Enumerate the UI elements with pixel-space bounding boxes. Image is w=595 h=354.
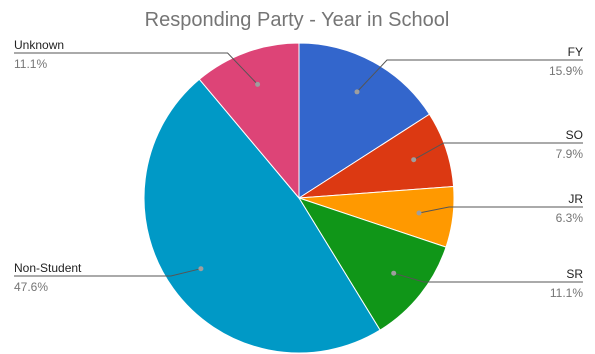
- slice-percent-sr: 11.1%: [550, 286, 583, 300]
- pie-slice-fy: [298, 42, 431, 199]
- slice-label-non-student: Non-Student: [14, 261, 82, 275]
- slice-label-so: SO: [566, 128, 583, 142]
- slice-percent-unknown: 11.1%: [14, 57, 47, 71]
- chart-title: Responding Party - Year in School: [145, 9, 450, 31]
- slice-label-unknown: Unknown: [14, 38, 64, 52]
- slice-percent-jr: 6.3%: [556, 211, 584, 225]
- leader-line-unknown: [14, 52, 258, 85]
- leader-line-fy: [356, 59, 583, 93]
- slice-percent-non-student: 47.6%: [14, 280, 48, 294]
- leader-dot-non-student: [198, 266, 204, 272]
- leader-dot-so: [411, 157, 417, 163]
- pie-slice-sr: [297, 197, 447, 331]
- leader-dot-sr: [391, 270, 397, 276]
- slice-label-jr: JR: [568, 192, 583, 206]
- slice-percent-so: 7.9%: [556, 147, 584, 161]
- pie-slices: [143, 42, 455, 354]
- leader-dot-unknown: [255, 81, 261, 87]
- leader-line-jr: [418, 206, 583, 214]
- leader-line-non-student: [14, 268, 202, 277]
- leader-line-so: [413, 142, 583, 161]
- slice-percent-fy: 15.9%: [549, 64, 583, 78]
- pie-slice-non-student: [143, 78, 381, 354]
- slice-label-fy: FY: [568, 45, 583, 59]
- leader-dot-jr: [416, 210, 422, 216]
- leader-dot-fy: [354, 89, 360, 95]
- leader-line-sr: [393, 272, 583, 283]
- slice-labels: FY 15.9% SO 7.9% JR 6.3% SR 11.1% Non-Student 47.…: [14, 38, 583, 300]
- pie-slice-unknown: [198, 42, 300, 200]
- slice-label-sr: SR: [566, 267, 583, 281]
